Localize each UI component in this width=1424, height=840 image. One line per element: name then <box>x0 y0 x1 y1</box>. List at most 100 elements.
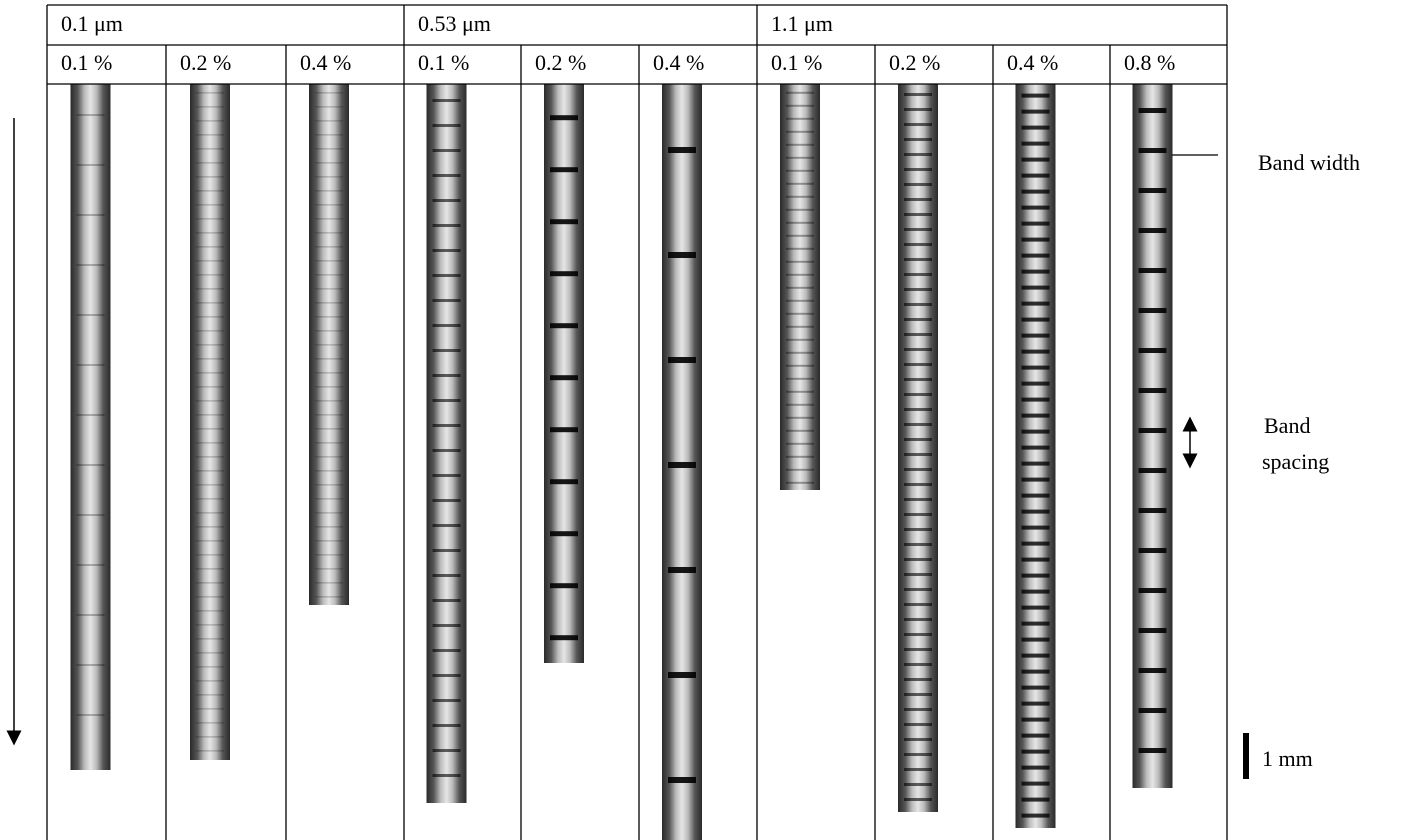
band <box>433 674 461 677</box>
tube <box>71 84 111 770</box>
tube <box>898 84 938 812</box>
band <box>433 499 461 502</box>
column-header: 0.4 % <box>653 50 704 75</box>
band <box>315 456 343 457</box>
figure: Band width Band spacing 1 mm 0.1 μm0.1 %… <box>0 0 1424 840</box>
band <box>315 274 343 275</box>
band <box>904 438 932 441</box>
band <box>433 124 461 127</box>
band <box>550 583 578 588</box>
band <box>1022 126 1050 130</box>
band <box>786 131 814 133</box>
band <box>786 170 814 172</box>
band <box>786 378 814 380</box>
band <box>77 214 105 216</box>
band <box>904 633 932 636</box>
band <box>196 274 224 275</box>
band <box>1139 108 1167 113</box>
band <box>433 599 461 602</box>
band <box>315 106 343 107</box>
band <box>433 474 461 477</box>
band <box>786 287 814 289</box>
band <box>550 427 578 432</box>
band <box>904 213 932 216</box>
band <box>196 134 224 135</box>
band <box>904 258 932 261</box>
band <box>1022 510 1050 514</box>
band <box>196 470 224 471</box>
band <box>196 344 224 345</box>
band <box>196 302 224 303</box>
band <box>433 399 461 402</box>
band <box>904 138 932 141</box>
column-header: 0.1 % <box>61 50 112 75</box>
band <box>1022 574 1050 578</box>
band <box>1022 94 1050 98</box>
band <box>433 449 461 452</box>
band <box>1022 302 1050 306</box>
band <box>904 588 932 591</box>
band <box>1139 748 1167 753</box>
band <box>786 183 814 185</box>
band <box>77 314 105 316</box>
band <box>196 484 224 485</box>
band <box>1022 766 1050 770</box>
band <box>196 694 224 695</box>
band <box>77 114 105 116</box>
band <box>315 372 343 373</box>
tube-images <box>71 84 1173 840</box>
band <box>1022 382 1050 386</box>
band <box>786 196 814 198</box>
band <box>196 120 224 121</box>
band <box>196 624 224 625</box>
band <box>315 316 343 317</box>
band-width-label: Band width <box>1258 150 1360 175</box>
band <box>550 531 578 536</box>
band <box>77 264 105 266</box>
band <box>315 512 343 513</box>
band <box>433 524 461 527</box>
band <box>433 174 461 177</box>
band <box>196 288 224 289</box>
band <box>904 153 932 156</box>
band <box>904 303 932 306</box>
band <box>196 162 224 163</box>
band <box>315 330 343 331</box>
band <box>433 424 461 427</box>
band <box>315 582 343 583</box>
band <box>196 540 224 541</box>
band <box>1022 142 1050 146</box>
band <box>315 358 343 359</box>
band <box>1022 782 1050 786</box>
band <box>904 648 932 651</box>
band <box>196 148 224 149</box>
band <box>315 498 343 499</box>
band <box>786 235 814 237</box>
band <box>315 344 343 345</box>
band <box>1022 222 1050 226</box>
band <box>550 323 578 328</box>
band <box>1022 670 1050 674</box>
band <box>315 442 343 443</box>
band <box>1022 190 1050 194</box>
group-header: 0.1 μm <box>61 11 123 36</box>
band <box>786 391 814 393</box>
band <box>315 414 343 415</box>
band <box>433 349 461 352</box>
band <box>315 190 343 191</box>
band <box>433 324 461 327</box>
band <box>904 288 932 291</box>
band <box>904 603 932 606</box>
column-header: 0.4 % <box>1007 50 1058 75</box>
band <box>196 232 224 233</box>
band <box>1022 318 1050 322</box>
band <box>904 243 932 246</box>
band <box>786 274 814 276</box>
band <box>668 672 696 678</box>
band <box>315 554 343 555</box>
band <box>550 115 578 120</box>
band <box>315 134 343 135</box>
band-spacing-label: Band <box>1264 413 1310 438</box>
band <box>904 348 932 351</box>
band <box>77 164 105 166</box>
